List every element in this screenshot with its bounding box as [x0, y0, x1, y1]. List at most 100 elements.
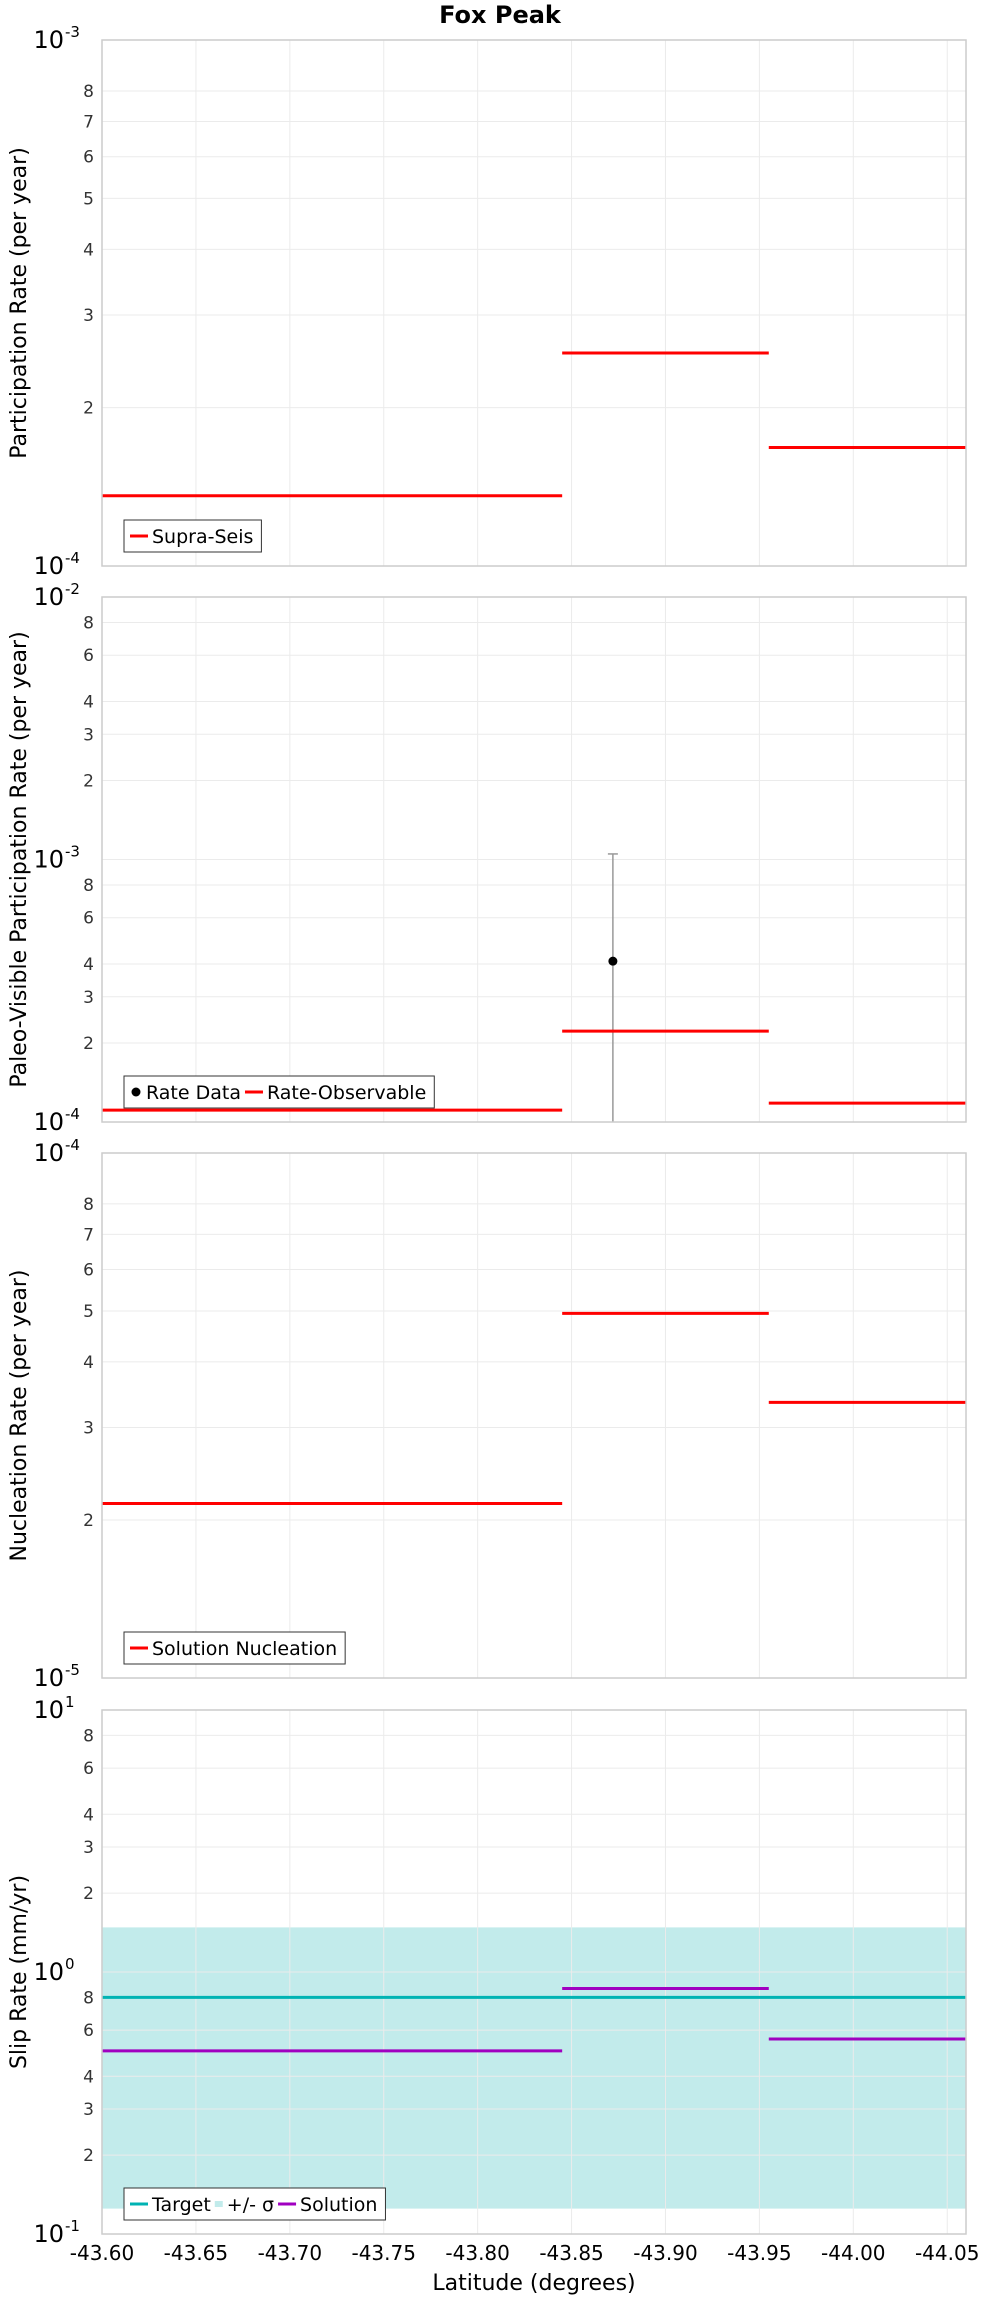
y-major-tick-label: 10	[33, 552, 64, 580]
legend-box	[123, 2187, 386, 2221]
y-major-tick-exponent: -3	[65, 843, 80, 861]
plot-frame	[101, 1709, 967, 2235]
y-tick-label: 3	[83, 306, 94, 326]
y-major-tick-exponent: -1	[65, 2217, 80, 2235]
legend-box	[123, 1631, 346, 1665]
y-tick-label: 7	[83, 1225, 94, 1245]
y-tick-label: 7	[83, 112, 94, 132]
y-tick-label: 4	[83, 1353, 94, 1373]
legend-label: Solution	[300, 2194, 377, 2216]
legend: Rate Data Rate-Observable	[123, 1075, 435, 1109]
y-major-tick-label: 10	[33, 1958, 64, 1986]
y-major-tick-exponent: -4	[65, 549, 80, 567]
y-tick-label: 8	[83, 876, 94, 896]
y-tick-label: 6	[83, 646, 94, 666]
plot-area	[102, 1153, 966, 1678]
y-tick-label: 4	[83, 2067, 94, 2087]
y-major-tick-exponent: 1	[65, 1693, 75, 1711]
legend-box	[123, 1075, 435, 1109]
y-major-tick-exponent: -4	[65, 1105, 80, 1123]
x-tick-label: -43.70	[258, 2241, 322, 2265]
y-tick-label: 2	[83, 771, 94, 791]
y-tick-label: 4	[83, 240, 94, 260]
y-tick-label: 8	[83, 1988, 94, 2008]
y-major-tick-label: 10	[33, 1139, 64, 1167]
x-tick-label: -43.85	[539, 2241, 603, 2265]
y-tick-label: 6	[83, 148, 94, 168]
legend-symbol	[214, 2201, 223, 2207]
legend: Supra-Seis	[123, 519, 262, 553]
y-tick-label: 5	[83, 189, 94, 209]
y-tick-label: 8	[83, 1726, 94, 1746]
legend-label: Rate-Observable	[267, 1082, 426, 1104]
y-tick-label: 3	[83, 2100, 94, 2120]
y-major-tick-label: 10	[33, 26, 64, 54]
y-tick-label: 4	[83, 692, 94, 712]
y-major-tick-exponent: -4	[65, 1136, 80, 1154]
plot-area	[102, 40, 966, 566]
plot-frame	[101, 1152, 967, 1679]
x-tick-label: -43.80	[445, 2241, 509, 2265]
y-axis-label: Participation Rate (per year)	[7, 147, 32, 459]
legend: Solution Nucleation	[123, 1631, 346, 1665]
y-major-tick-label: 10	[33, 2220, 64, 2248]
x-tick-label: -44.05	[915, 2241, 979, 2265]
plot-frame	[101, 596, 967, 1123]
y-major-tick-label: 10	[33, 846, 64, 874]
y-tick-label: 3	[83, 988, 94, 1008]
y-tick-label: 6	[83, 909, 94, 929]
x-tick-label: -43.95	[727, 2241, 791, 2265]
y-major-tick-exponent: 0	[65, 1955, 75, 1973]
x-tick-label: -43.60	[70, 2241, 134, 2265]
legend-label: +/- σ	[227, 2194, 274, 2216]
y-axis-label: Slip Rate (mm/yr)	[7, 1875, 32, 2069]
y-tick-label: 2	[83, 1884, 94, 1904]
x-tick-label: -43.65	[164, 2241, 228, 2265]
y-tick-label: 6	[83, 1759, 94, 1779]
y-major-tick-exponent: -3	[65, 23, 80, 41]
y-major-tick-label: 10	[33, 583, 64, 611]
legend-label: Rate Data	[146, 1082, 241, 1104]
plot-frame	[101, 39, 967, 567]
y-tick-label: 2	[83, 1034, 94, 1054]
x-tick-label: -44.00	[821, 2241, 885, 2265]
y-tick-label: 3	[83, 1838, 94, 1858]
legend-label: Supra-Seis	[152, 526, 253, 548]
x-axis: -43.60 -43.65 -43.70 -43.75 -43.80 -43.85 -43.…	[70, 2241, 980, 2265]
chart-title: Fox Peak	[439, 1, 562, 29]
y-major-tick-label: 10	[33, 1664, 64, 1692]
y-tick-label: 4	[83, 955, 94, 975]
y-tick-label: 2	[83, 2146, 94, 2166]
y-tick-label: 5	[83, 1302, 94, 1322]
y-tick-label: 3	[83, 1419, 94, 1439]
y-major-tick-label: 10	[33, 1108, 64, 1136]
legend-label: Solution Nucleation	[152, 1638, 337, 1660]
y-tick-label: 3	[83, 725, 94, 745]
y-major-tick-label: 10	[33, 1696, 64, 1724]
y-tick-label: 8	[83, 1195, 94, 1215]
rate-data-point	[608, 956, 618, 966]
legend-symbol	[131, 1087, 141, 1097]
y-tick-label: 2	[83, 1511, 94, 1531]
y-major-tick-exponent: -2	[65, 580, 80, 598]
y-tick-label: 6	[83, 2021, 94, 2041]
y-axis-label: Nucleation Rate (per year)	[7, 1270, 32, 1562]
legend-label: Target	[151, 2194, 211, 2216]
x-tick-label: -43.90	[633, 2241, 697, 2265]
legend: Target +/- σ Solution	[123, 2187, 386, 2221]
x-axis-label: Latitude (degrees)	[432, 2271, 635, 2296]
y-tick-label: 4	[83, 1805, 94, 1825]
y-axis-label: Paleo-Visible Participation Rate (per ye…	[7, 631, 32, 1087]
y-tick-label: 8	[83, 82, 94, 102]
x-tick-label: -43.75	[351, 2241, 415, 2265]
y-major-tick-exponent: -5	[65, 1661, 80, 1679]
y-tick-label: 8	[83, 613, 94, 633]
y-tick-label: 6	[83, 1260, 94, 1280]
y-tick-label: 2	[83, 399, 94, 419]
